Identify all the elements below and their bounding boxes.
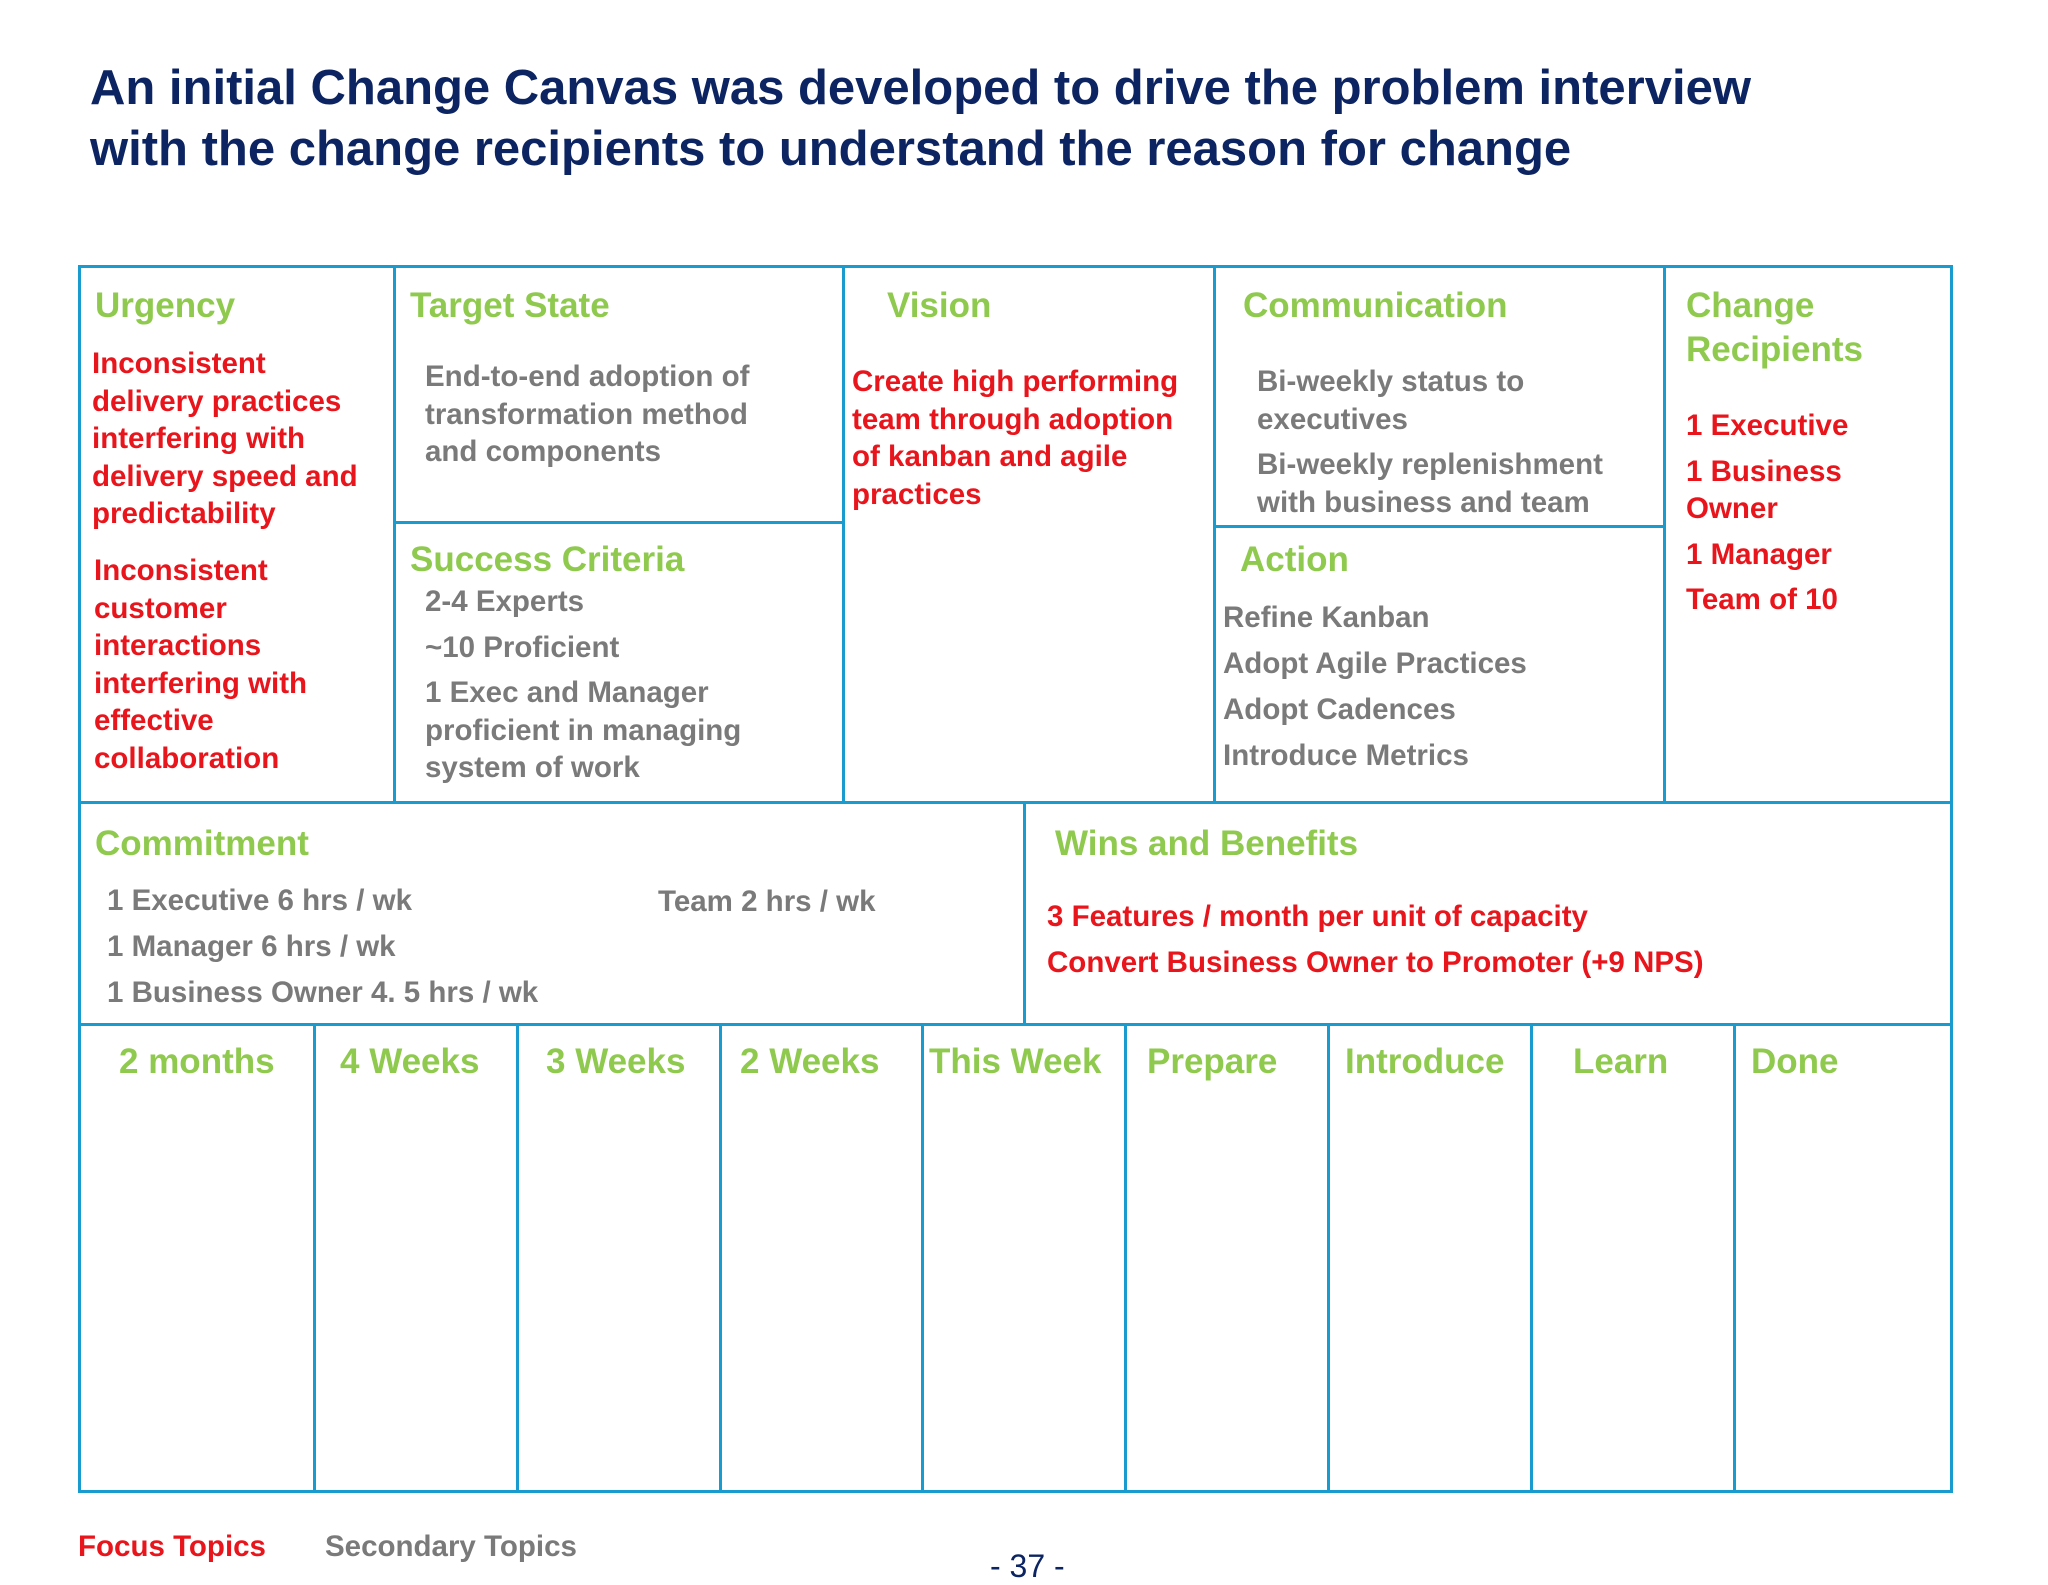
wins-item: 3 Features / month per unit of capacity: [1047, 900, 1588, 933]
timeline-cell-3-weeks: [516, 1023, 722, 1493]
timeline-heading-learn: Learn: [1573, 1042, 1669, 1081]
timeline-cell-learn: [1530, 1023, 1736, 1493]
action-item: Refine Kanban: [1223, 601, 1430, 634]
target-state-text: End-to-end adoption of transformation me…: [425, 360, 750, 468]
commitment-item: 1 Business Owner 4. 5 hrs / wk: [107, 976, 539, 1009]
timeline-heading-3-weeks: 3 Weeks: [546, 1042, 686, 1081]
success-criteria-list: 2-4 Experts ~10 Proficient 1 Exec and Ma…: [425, 585, 742, 784]
commitment-heading: Commitment: [95, 824, 309, 863]
recipient-item: 1 Business: [1686, 454, 1842, 488]
timeline-cell-this-week: [921, 1023, 1127, 1493]
wins-item: Convert Business Owner to Promoter (+9 N…: [1047, 946, 1704, 979]
timeline-heading-2-months: 2 months: [119, 1042, 275, 1081]
page-number: - 37 -: [990, 1548, 1065, 1584]
change-recipients-list: 1 Executive 1 Business Owner 1 Manager T…: [1686, 407, 1848, 619]
timeline-cell-introduce: [1327, 1023, 1533, 1493]
recipient-item: Team of 10: [1686, 583, 1838, 616]
legend-secondary-topics: Secondary Topics: [325, 1530, 577, 1563]
urgency-item-2: Inconsistent customer interactions inter…: [94, 554, 308, 775]
page-title: An initial Change Canvas was developed t…: [90, 58, 1970, 180]
communication-text: Bi-weekly status to executives Bi-weekly…: [1257, 365, 1603, 519]
timeline-heading-this-week: This Week: [929, 1042, 1102, 1081]
success-criteria-item: ~10 Proficient: [425, 630, 620, 664]
timeline-cell-4-weeks: [313, 1023, 519, 1493]
communication-heading: Communication: [1243, 286, 1508, 325]
page-title-line-2: with the change recipients to understand…: [90, 122, 1572, 176]
commitment-list: 1 Executive 6 hrs / wk 1 Manager 6 hrs /…: [107, 878, 538, 1016]
commitment-item: 1 Manager 6 hrs / wk: [107, 930, 396, 963]
timeline-heading-4-weeks: 4 Weeks: [340, 1042, 480, 1081]
success-criteria-item: 2-4 Experts: [425, 585, 585, 618]
legend-focus-topics: Focus Topics: [78, 1530, 266, 1563]
commitment-item: 1 Executive 6 hrs / wk: [107, 884, 412, 917]
recipient-item: 1 Manager: [1686, 537, 1832, 571]
action-item: Adopt Cadences: [1223, 693, 1456, 726]
timeline-heading-2-weeks: 2 Weeks: [740, 1042, 880, 1081]
action-item: Introduce Metrics: [1223, 739, 1469, 772]
vision-cell: [842, 265, 1216, 804]
urgency-heading: Urgency: [95, 286, 236, 325]
action-list: Refine Kanban Adopt Agile Practices Adop…: [1223, 595, 1527, 779]
timeline-cell-2-months: [78, 1023, 316, 1493]
target-state-heading: Target State: [410, 286, 610, 325]
change-recipients-heading: Change Recipients: [1686, 286, 1863, 369]
recipient-item: 1 Executive: [1686, 409, 1849, 442]
wins-benefits-heading: Wins and Benefits: [1055, 824, 1359, 863]
vision-text: Create high performing team through adop…: [852, 365, 1179, 511]
action-heading: Action: [1240, 540, 1349, 579]
timeline-cell-2-weeks: [719, 1023, 924, 1493]
success-criteria-heading: Success Criteria: [410, 540, 685, 579]
timeline-heading-introduce: Introduce: [1345, 1042, 1505, 1081]
timeline-heading-done: Done: [1751, 1042, 1839, 1081]
vision-heading: Vision: [887, 286, 992, 325]
urgency-item-1: Inconsistent delivery practices interfer…: [92, 347, 358, 530]
action-item: Adopt Agile Practices: [1223, 647, 1527, 680]
timeline-cell-prepare: [1124, 1023, 1330, 1493]
timeline-cell-done: [1733, 1023, 1953, 1493]
page-title-line-1: An initial Change Canvas was developed t…: [90, 61, 1751, 115]
timeline-heading-prepare: Prepare: [1147, 1042, 1278, 1081]
commitment-team: Team 2 hrs / wk: [658, 885, 876, 918]
wins-benefits-list: 3 Features / month per unit of capacity …: [1047, 894, 1704, 986]
